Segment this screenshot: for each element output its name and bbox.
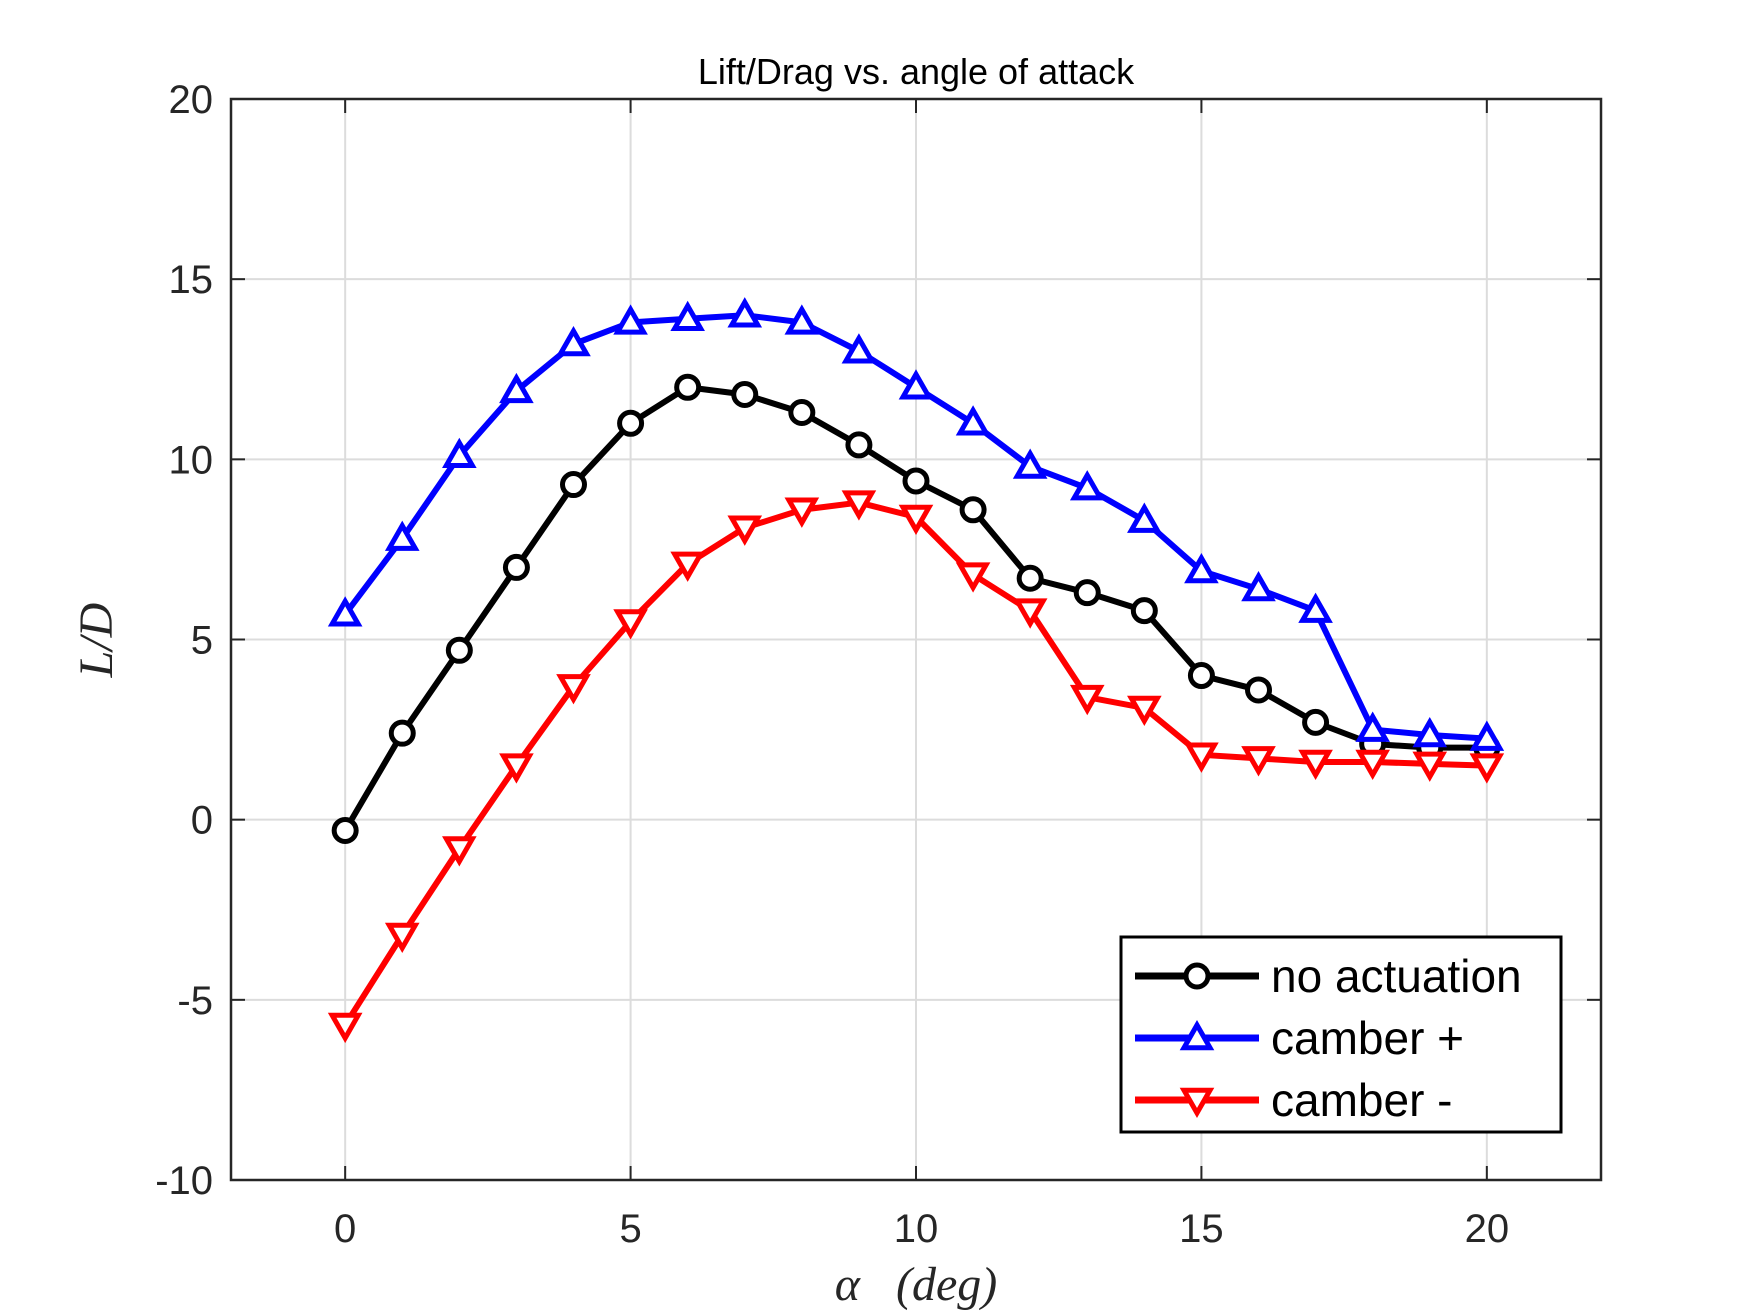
data-point [556, 325, 591, 357]
data-point [1016, 564, 1044, 592]
y-tick-label: 20 [169, 78, 214, 122]
data-point [1187, 662, 1215, 690]
data-point [1355, 711, 1390, 742]
y-tick-label: 10 [169, 438, 214, 482]
data-point [384, 520, 420, 551]
data-point [784, 304, 820, 335]
chart-title: Lift/Drag vs. angle of attack [698, 51, 1135, 92]
data-point [727, 297, 763, 328]
data-point [670, 300, 705, 332]
series-camber [327, 490, 1505, 1044]
y-tick-label: -10 [155, 1159, 213, 1203]
data-point [1127, 502, 1162, 533]
x-tick-label: 0 [334, 1207, 356, 1251]
data-point [1302, 708, 1330, 736]
data-point [1469, 720, 1505, 751]
y-tick-label: 0 [191, 799, 213, 843]
data-point [1184, 552, 1219, 584]
data-point [841, 490, 877, 521]
data-point [327, 596, 363, 627]
data-point [327, 1012, 363, 1044]
data-point [1012, 598, 1048, 629]
data-point [1412, 716, 1448, 748]
y-tick-label: 5 [191, 619, 213, 663]
x-axis-label: α (deg) [835, 1258, 997, 1311]
plot-frame [229, 97, 1603, 1182]
legend-marker [1183, 962, 1211, 990]
data-point [613, 304, 648, 335]
data-point [499, 753, 534, 784]
axes: 0 5 10 15 20 -10 -5 0 5 10 15 20 [155, 78, 1603, 1251]
data-point [670, 551, 705, 582]
data-point [1355, 749, 1390, 781]
data-point [442, 437, 477, 468]
data-point [1073, 579, 1101, 607]
data-point [617, 409, 645, 437]
data-point [331, 816, 359, 844]
data-point [1469, 753, 1505, 784]
data-point [898, 504, 934, 536]
y-axis-label: L/D [70, 603, 123, 679]
data-point [384, 922, 420, 954]
data-point [788, 398, 816, 426]
series-camber [327, 297, 1505, 751]
data-point [560, 471, 587, 499]
data-point [502, 553, 530, 581]
data-point [955, 405, 991, 436]
data-point [784, 497, 820, 528]
series-layer [327, 297, 1505, 1044]
data-point [1298, 749, 1333, 781]
data-point [898, 369, 934, 400]
legend-marker [1179, 1087, 1215, 1119]
data-point [1127, 695, 1162, 727]
data-point [1298, 592, 1333, 623]
legend-marker [1179, 1019, 1215, 1051]
data-point [442, 836, 477, 867]
data-point [1241, 746, 1276, 777]
data-point [674, 373, 702, 401]
data-point [727, 515, 763, 546]
y-tick-label: -5 [177, 979, 213, 1023]
legend: no actuation camber + camber - [1119, 935, 1563, 1134]
data-point [1012, 448, 1048, 479]
data-point [1245, 676, 1272, 704]
data-point [955, 562, 991, 593]
data-point [388, 719, 416, 747]
data-point [845, 431, 873, 459]
data-point [1412, 751, 1448, 782]
data-point [445, 636, 473, 664]
data-point [1184, 742, 1219, 773]
data-point [613, 609, 648, 640]
x-tick-label: 20 [1465, 1207, 1510, 1251]
y-tick-label: 15 [169, 258, 214, 302]
data-point [1130, 597, 1158, 625]
data-point [841, 333, 877, 364]
data-point [959, 496, 987, 524]
series-no-actuation [331, 373, 1501, 844]
data-point [902, 467, 930, 495]
data-point [731, 380, 759, 408]
data-point [556, 674, 591, 705]
data-point [1241, 571, 1276, 602]
data-point [1069, 470, 1105, 501]
x-tick-label: 10 [894, 1207, 939, 1251]
data-point [499, 372, 534, 404]
legend-label: camber + [1271, 1012, 1464, 1064]
data-point [1069, 684, 1105, 716]
legend-label: camber - [1271, 1074, 1452, 1126]
legend-label: no actuation [1271, 950, 1522, 1002]
x-tick-label: 15 [1179, 1207, 1224, 1251]
x-tick-label: 5 [619, 1207, 641, 1251]
